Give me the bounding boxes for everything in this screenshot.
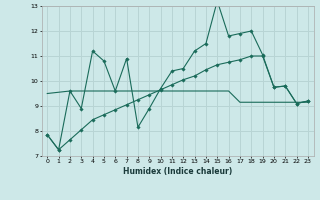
X-axis label: Humidex (Indice chaleur): Humidex (Indice chaleur) xyxy=(123,167,232,176)
